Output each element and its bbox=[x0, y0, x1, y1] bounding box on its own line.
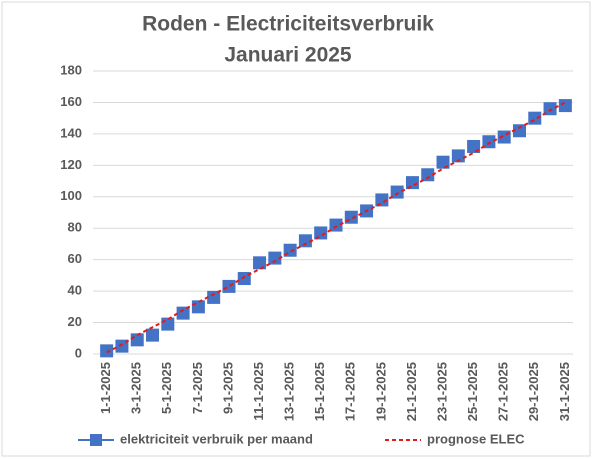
x-tick-label: 15-1-2025 bbox=[312, 362, 327, 421]
data-marker bbox=[100, 344, 114, 358]
y-tick-label: 80 bbox=[68, 220, 82, 235]
legend-marker bbox=[90, 434, 102, 446]
data-marker bbox=[451, 149, 465, 163]
data-marker bbox=[329, 218, 343, 232]
y-tick-label: 160 bbox=[60, 94, 82, 109]
data-marker bbox=[146, 328, 160, 342]
y-tick-label: 120 bbox=[60, 157, 82, 172]
legend-label: prognose ELEC bbox=[427, 431, 525, 446]
data-marker bbox=[436, 155, 450, 169]
x-tick-label: 27-1-2025 bbox=[496, 362, 511, 421]
data-marker bbox=[161, 317, 175, 331]
x-tick-label: 5-1-2025 bbox=[159, 362, 174, 414]
chart-title: Roden - Electriciteitsverbruik bbox=[142, 13, 434, 36]
data-marker bbox=[482, 135, 496, 149]
data-marker bbox=[314, 226, 328, 240]
data-marker bbox=[237, 272, 251, 286]
data-marker bbox=[558, 99, 572, 113]
legend-label: elektriciteit verbruik per maand bbox=[120, 431, 313, 446]
x-tick-label: 31-1-2025 bbox=[557, 362, 572, 421]
y-tick-label: 100 bbox=[60, 188, 82, 203]
data-marker bbox=[253, 256, 267, 270]
data-marker bbox=[405, 176, 419, 190]
x-tick-label: 7-1-2025 bbox=[190, 362, 205, 414]
data-marker bbox=[421, 168, 435, 182]
x-tick-label: 3-1-2025 bbox=[129, 362, 144, 414]
data-marker bbox=[176, 306, 190, 320]
x-tick-label: 17-1-2025 bbox=[343, 362, 358, 421]
y-tick-label: 180 bbox=[60, 62, 82, 77]
data-marker bbox=[375, 193, 389, 207]
data-marker bbox=[191, 300, 205, 314]
x-tick-label: 13-1-2025 bbox=[282, 362, 297, 421]
x-tick-label: 19-1-2025 bbox=[373, 362, 388, 421]
data-marker bbox=[207, 290, 221, 304]
trend-line bbox=[106, 101, 566, 354]
x-tick-label: 25-1-2025 bbox=[465, 362, 480, 421]
chart-subtitle: Januari 2025 bbox=[224, 44, 352, 67]
data-marker bbox=[512, 124, 526, 138]
data-marker bbox=[268, 251, 282, 265]
data-marker bbox=[298, 234, 312, 248]
y-tick-label: 0 bbox=[75, 345, 82, 360]
y-tick-label: 60 bbox=[68, 251, 82, 266]
x-tick-label: 9-1-2025 bbox=[220, 362, 235, 414]
data-marker bbox=[115, 339, 129, 353]
x-tick-label: 21-1-2025 bbox=[404, 362, 419, 421]
x-tick-label: 23-1-2025 bbox=[434, 362, 449, 421]
data-marker bbox=[543, 102, 557, 116]
x-tick-label: 29-1-2025 bbox=[526, 362, 541, 421]
data-marker bbox=[390, 185, 404, 199]
data-marker bbox=[528, 111, 542, 125]
y-tick-label: 140 bbox=[60, 125, 82, 140]
data-marker bbox=[222, 279, 236, 293]
x-tick-label: 1-1-2025 bbox=[98, 362, 113, 414]
y-tick-label: 20 bbox=[68, 314, 82, 329]
x-tick-label: 11-1-2025 bbox=[251, 362, 266, 421]
y-tick-label: 40 bbox=[68, 283, 82, 298]
